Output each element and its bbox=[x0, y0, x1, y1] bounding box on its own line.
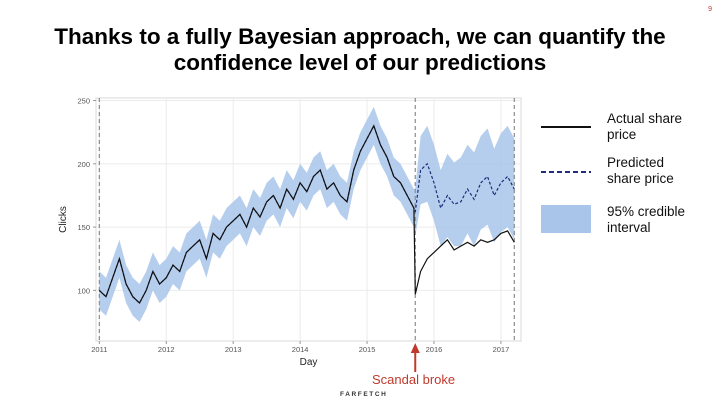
x-axis-title: Day bbox=[300, 357, 318, 368]
slide-title: Thanks to a fully Bayesian approach, we … bbox=[54, 24, 666, 75]
farfetch-logo: FARFETCH bbox=[340, 391, 388, 398]
legend-label-interval: 95% credible interval bbox=[607, 204, 686, 235]
x-tick-label: 2013 bbox=[225, 345, 242, 354]
x-tick-label: 2016 bbox=[426, 345, 443, 354]
x-tick-label: 2014 bbox=[292, 345, 309, 354]
x-tick-label: 2017 bbox=[493, 345, 510, 354]
actual-share-price-line bbox=[98, 124, 515, 304]
page-number: 9 bbox=[708, 6, 712, 13]
y-axis-title: Clicks bbox=[58, 206, 69, 233]
x-tick-label: 2012 bbox=[158, 345, 175, 354]
scandal-annotation-text: Scandal broke bbox=[372, 372, 456, 387]
y-tick-label: 200 bbox=[77, 160, 90, 169]
y-tick-label: 100 bbox=[77, 286, 90, 295]
legend-label-actual: Actual share price bbox=[607, 111, 683, 142]
legend-swatch-interval bbox=[541, 205, 591, 233]
y-tick-label: 250 bbox=[77, 97, 90, 106]
y-tick-label: 150 bbox=[77, 223, 90, 232]
legend-label-predicted: Predicted share price bbox=[607, 155, 674, 186]
x-tick-label: 2015 bbox=[359, 345, 376, 354]
x-tick-label: 2011 bbox=[91, 345, 107, 354]
annotation-arrow-head bbox=[410, 343, 420, 353]
